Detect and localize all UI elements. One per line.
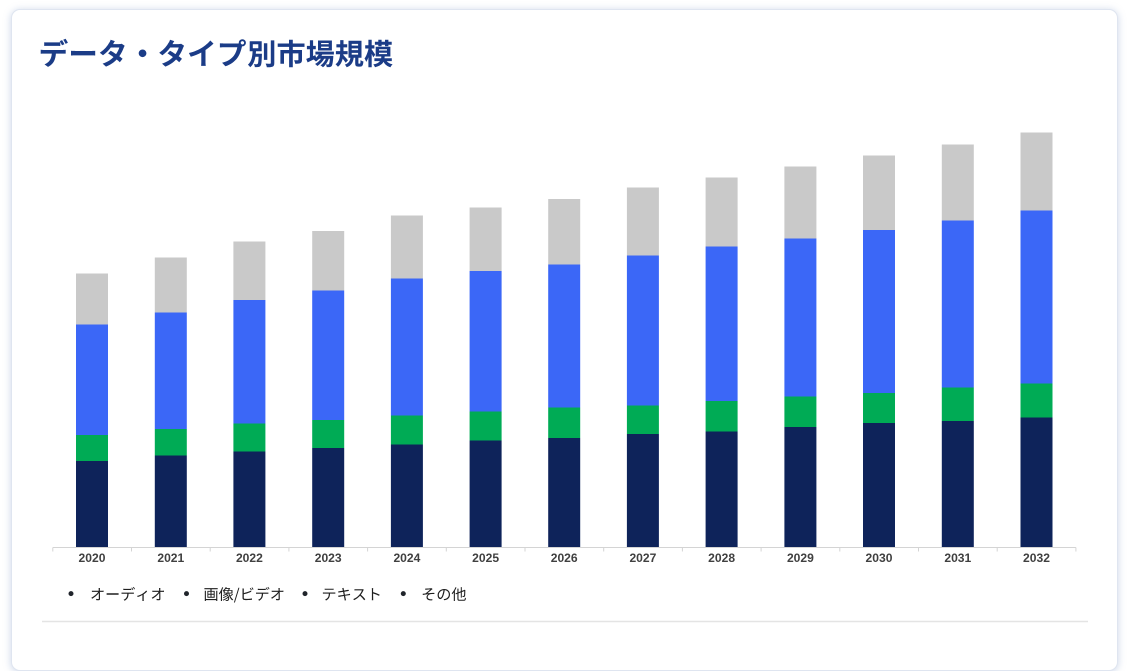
svg-text:2021: 2021 (157, 551, 184, 565)
svg-text:2029: 2029 (787, 551, 814, 565)
svg-text:2023: 2023 (315, 551, 342, 565)
svg-text:2028: 2028 (708, 551, 735, 565)
svg-text:2024: 2024 (393, 551, 420, 565)
svg-text:2025: 2025 (472, 551, 499, 565)
svg-text:2026: 2026 (551, 551, 578, 565)
svg-text:2022: 2022 (236, 551, 263, 565)
svg-text:2027: 2027 (629, 551, 656, 565)
svg-text:2031: 2031 (944, 551, 971, 565)
svg-text:2020: 2020 (79, 551, 106, 565)
svg-text:2030: 2030 (866, 551, 893, 565)
svg-text:2032: 2032 (1023, 551, 1050, 565)
